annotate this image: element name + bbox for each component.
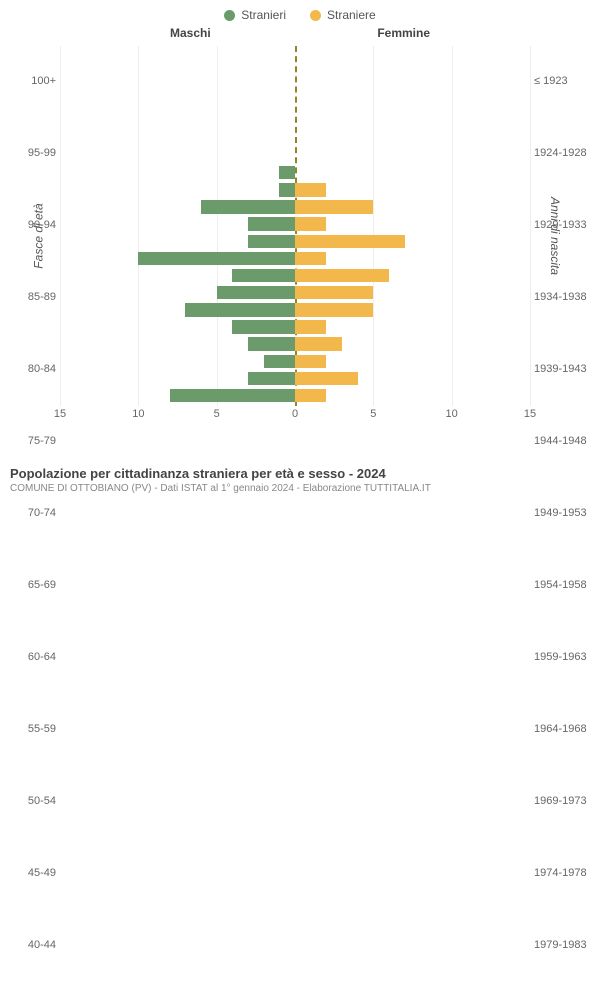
- age-label: 95-99: [12, 147, 56, 159]
- legend-male-swatch: [224, 10, 235, 21]
- bar-row: [60, 115, 530, 132]
- bar-row: [60, 389, 530, 406]
- subheader-male: Maschi: [170, 26, 211, 40]
- bar-row: [60, 80, 530, 97]
- age-label: 100+: [12, 75, 56, 87]
- legend-male-label: Stranieri: [241, 8, 286, 22]
- age-label: 70-74: [12, 507, 56, 519]
- bar-male: [248, 372, 295, 385]
- bar-row: [60, 149, 530, 166]
- bar-male: [217, 286, 295, 299]
- birth-label: 1924-1928: [534, 147, 594, 159]
- bar-female: [295, 389, 326, 402]
- birth-label: 1954-1958: [534, 579, 594, 591]
- bar-row: [60, 320, 530, 337]
- bar-row: [60, 337, 530, 354]
- bar-row: [60, 217, 530, 234]
- bar-row: [60, 303, 530, 320]
- bar-row: [60, 166, 530, 183]
- bar-female: [295, 303, 373, 316]
- bar-row: [60, 183, 530, 200]
- legend-female-swatch: [310, 10, 321, 21]
- x-tick: 5: [214, 408, 220, 420]
- bar-male: [248, 337, 295, 350]
- x-tick: 10: [132, 408, 144, 420]
- bar-female: [295, 372, 358, 385]
- birth-label: 1929-1933: [534, 219, 594, 231]
- x-tick: 10: [446, 408, 458, 420]
- bar-female: [295, 355, 326, 368]
- bar-female: [295, 200, 373, 213]
- bar-row: [60, 372, 530, 389]
- birth-label: 1979-1983: [534, 939, 594, 951]
- age-label: 65-69: [12, 579, 56, 591]
- bar-row: [60, 252, 530, 269]
- chart: Maschi Femmine Fasce di età Anni di nasc…: [0, 26, 600, 446]
- bar-male: [201, 200, 295, 213]
- age-label: 50-54: [12, 795, 56, 807]
- bar-row: [60, 286, 530, 303]
- bar-male: [185, 303, 295, 316]
- subheader-female: Femmine: [377, 26, 430, 40]
- chart-title: Popolazione per cittadinanza straniera p…: [10, 466, 590, 481]
- bar-row: [60, 132, 530, 149]
- age-label: 90-94: [12, 219, 56, 231]
- age-label: 40-44: [12, 939, 56, 951]
- legend-female: Straniere: [310, 8, 376, 22]
- bar-row: [60, 46, 530, 63]
- bar-row: [60, 63, 530, 80]
- bar-row: [60, 200, 530, 217]
- bar-male: [248, 235, 295, 248]
- birth-label: 1934-1938: [534, 291, 594, 303]
- bar-female: [295, 252, 326, 265]
- birth-label: 1959-1963: [534, 651, 594, 663]
- x-tick: 5: [370, 408, 376, 420]
- bar-row: [60, 97, 530, 114]
- bar-male: [170, 389, 295, 402]
- bar-female: [295, 320, 326, 333]
- age-label: 75-79: [12, 435, 56, 447]
- birth-label: ≤ 1923: [534, 75, 594, 87]
- x-tick: 0: [292, 408, 298, 420]
- birth-label: 1969-1973: [534, 795, 594, 807]
- footer: Popolazione per cittadinanza straniera p…: [10, 466, 590, 494]
- age-label: 80-84: [12, 363, 56, 375]
- legend: Stranieri Straniere: [0, 0, 600, 26]
- bar-male: [232, 320, 295, 333]
- bar-row: [60, 355, 530, 372]
- chart-subtitle: COMUNE DI OTTOBIANO (PV) - Dati ISTAT al…: [10, 483, 590, 494]
- bar-male: [264, 355, 295, 368]
- age-label: 55-59: [12, 723, 56, 735]
- birth-label: 1964-1968: [534, 723, 594, 735]
- bar-female: [295, 235, 405, 248]
- bar-female: [295, 183, 326, 196]
- age-label: 85-89: [12, 291, 56, 303]
- y-axis-title-left: Fasce di età: [32, 203, 46, 268]
- x-tick: 15: [54, 408, 66, 420]
- y-axis-title-right: Anni di nascita: [548, 197, 562, 275]
- x-tick: 15: [524, 408, 536, 420]
- bar-row: [60, 269, 530, 286]
- age-label: 60-64: [12, 651, 56, 663]
- bar-female: [295, 217, 326, 230]
- bar-male: [279, 166, 295, 179]
- bar-row: [60, 235, 530, 252]
- bar-male: [138, 252, 295, 265]
- birth-label: 1974-1978: [534, 867, 594, 879]
- birth-label: 1944-1948: [534, 435, 594, 447]
- bar-female: [295, 269, 389, 282]
- legend-male: Stranieri: [224, 8, 286, 22]
- x-axis: 15105051015: [60, 408, 530, 426]
- birth-label: 1939-1943: [534, 363, 594, 375]
- birth-label: 1949-1953: [534, 507, 594, 519]
- legend-female-label: Straniere: [327, 8, 376, 22]
- bar-male: [232, 269, 295, 282]
- bar-male: [279, 183, 295, 196]
- age-label: 45-49: [12, 867, 56, 879]
- plot-area: [60, 46, 530, 406]
- gridline: [530, 46, 531, 406]
- bar-male: [248, 217, 295, 230]
- bar-female: [295, 337, 342, 350]
- bar-female: [295, 286, 373, 299]
